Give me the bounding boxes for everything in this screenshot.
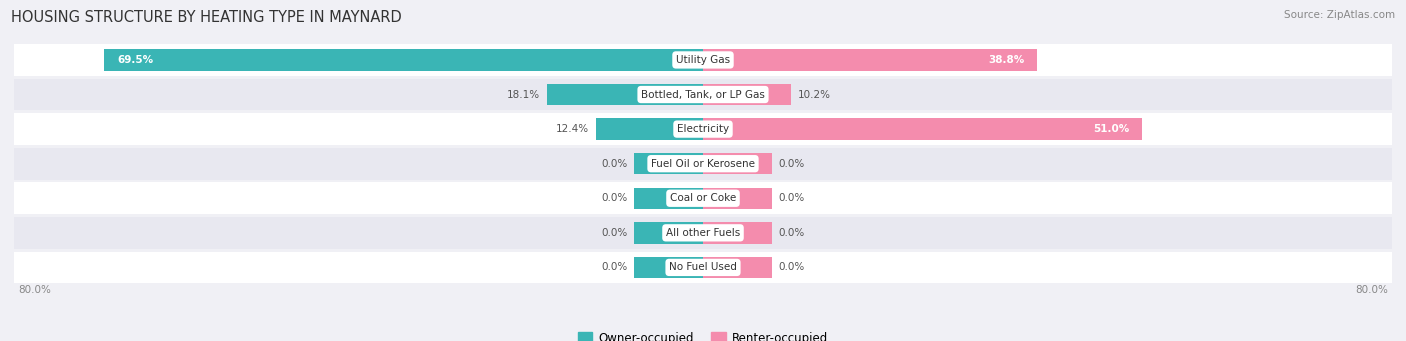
Text: 0.0%: 0.0%: [600, 228, 627, 238]
Bar: [703, 257, 772, 278]
Bar: [703, 153, 772, 174]
Bar: [14, 182, 1392, 214]
Text: 69.5%: 69.5%: [117, 55, 153, 65]
Text: HOUSING STRUCTURE BY HEATING TYPE IN MAYNARD: HOUSING STRUCTURE BY HEATING TYPE IN MAY…: [11, 10, 402, 25]
Bar: [634, 188, 703, 209]
Legend: Owner-occupied, Renter-occupied: Owner-occupied, Renter-occupied: [574, 327, 832, 341]
Text: Fuel Oil or Kerosene: Fuel Oil or Kerosene: [651, 159, 755, 169]
Text: No Fuel Used: No Fuel Used: [669, 263, 737, 272]
Bar: [547, 84, 703, 105]
Text: 51.0%: 51.0%: [1092, 124, 1129, 134]
Text: 0.0%: 0.0%: [600, 193, 627, 203]
Bar: [703, 118, 1142, 140]
Text: Source: ZipAtlas.com: Source: ZipAtlas.com: [1284, 10, 1395, 20]
Text: 18.1%: 18.1%: [508, 90, 540, 100]
Text: Coal or Coke: Coal or Coke: [669, 193, 737, 203]
Bar: [14, 79, 1392, 110]
Text: Electricity: Electricity: [676, 124, 730, 134]
Text: 80.0%: 80.0%: [1355, 285, 1388, 295]
Bar: [596, 118, 703, 140]
Bar: [634, 222, 703, 243]
Text: 0.0%: 0.0%: [779, 193, 806, 203]
Text: 80.0%: 80.0%: [18, 285, 51, 295]
Text: 0.0%: 0.0%: [600, 159, 627, 169]
Text: Bottled, Tank, or LP Gas: Bottled, Tank, or LP Gas: [641, 90, 765, 100]
Text: 0.0%: 0.0%: [600, 263, 627, 272]
Text: 38.8%: 38.8%: [988, 55, 1024, 65]
Bar: [104, 49, 703, 71]
Bar: [14, 44, 1392, 76]
Text: 0.0%: 0.0%: [779, 159, 806, 169]
Bar: [14, 217, 1392, 249]
Bar: [14, 113, 1392, 145]
Bar: [634, 153, 703, 174]
Text: 0.0%: 0.0%: [779, 228, 806, 238]
Text: All other Fuels: All other Fuels: [666, 228, 740, 238]
Text: 10.2%: 10.2%: [797, 90, 831, 100]
Bar: [634, 257, 703, 278]
Text: 0.0%: 0.0%: [779, 263, 806, 272]
Bar: [703, 84, 790, 105]
Bar: [14, 252, 1392, 283]
Text: Utility Gas: Utility Gas: [676, 55, 730, 65]
Bar: [703, 49, 1038, 71]
Bar: [703, 222, 772, 243]
Bar: [703, 188, 772, 209]
Bar: [14, 148, 1392, 180]
Text: 12.4%: 12.4%: [557, 124, 589, 134]
